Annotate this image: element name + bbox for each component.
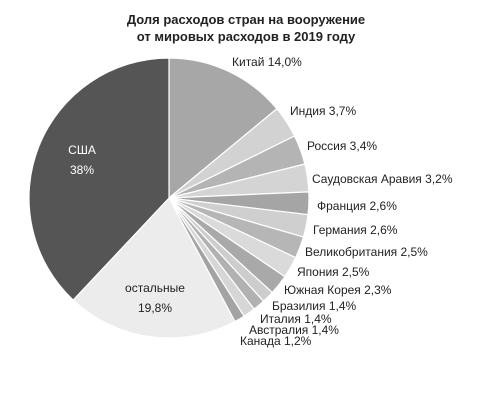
pie-label-name-14: США [68, 143, 96, 157]
pie-label-name-13: остальные [125, 281, 185, 295]
pie-label-4: Франция 2,6% [317, 199, 397, 213]
pie-slice-14 [28, 57, 170, 301]
pie-label-12: Канада 1,2% [240, 334, 312, 348]
pie-label-0: Китай 14,0% [232, 55, 302, 69]
pie-label-3: Саудовская Аравия 3,2% [312, 172, 453, 186]
pie-label-10: Италия 1,4% [260, 312, 332, 326]
pie-label-5: Германия 2,6% [313, 223, 398, 237]
pie-label-11: Австралия 1,4% [249, 323, 339, 337]
pie-label-9: Бразилия 1,4% [272, 299, 357, 313]
pie-slice-0 [168, 57, 278, 200]
pie-slice-13 [72, 196, 236, 339]
pie-slices [28, 57, 310, 339]
pie-label-1: Индия 3,7% [290, 104, 356, 118]
chart-title-line-2: от мировых расходов в 2019 году [137, 29, 356, 44]
pie-label-value-14: 38% [70, 163, 94, 177]
pie-label-6: Великобритания 2,5% [305, 245, 428, 259]
pie-labels: Китай 14,0% Индия 3,7% Россия 3,4% Саудовск… [68, 55, 453, 348]
pie-label-7: Япония 2,5% [297, 265, 370, 279]
pie-label-8: Южная Корея 2,3% [284, 283, 392, 297]
pie-label-2: Россия 3,4% [307, 139, 377, 153]
chart-title-line-1: Доля расходов стран на вооружение [127, 12, 365, 27]
pie-label-value-13: 19,8% [138, 301, 172, 315]
